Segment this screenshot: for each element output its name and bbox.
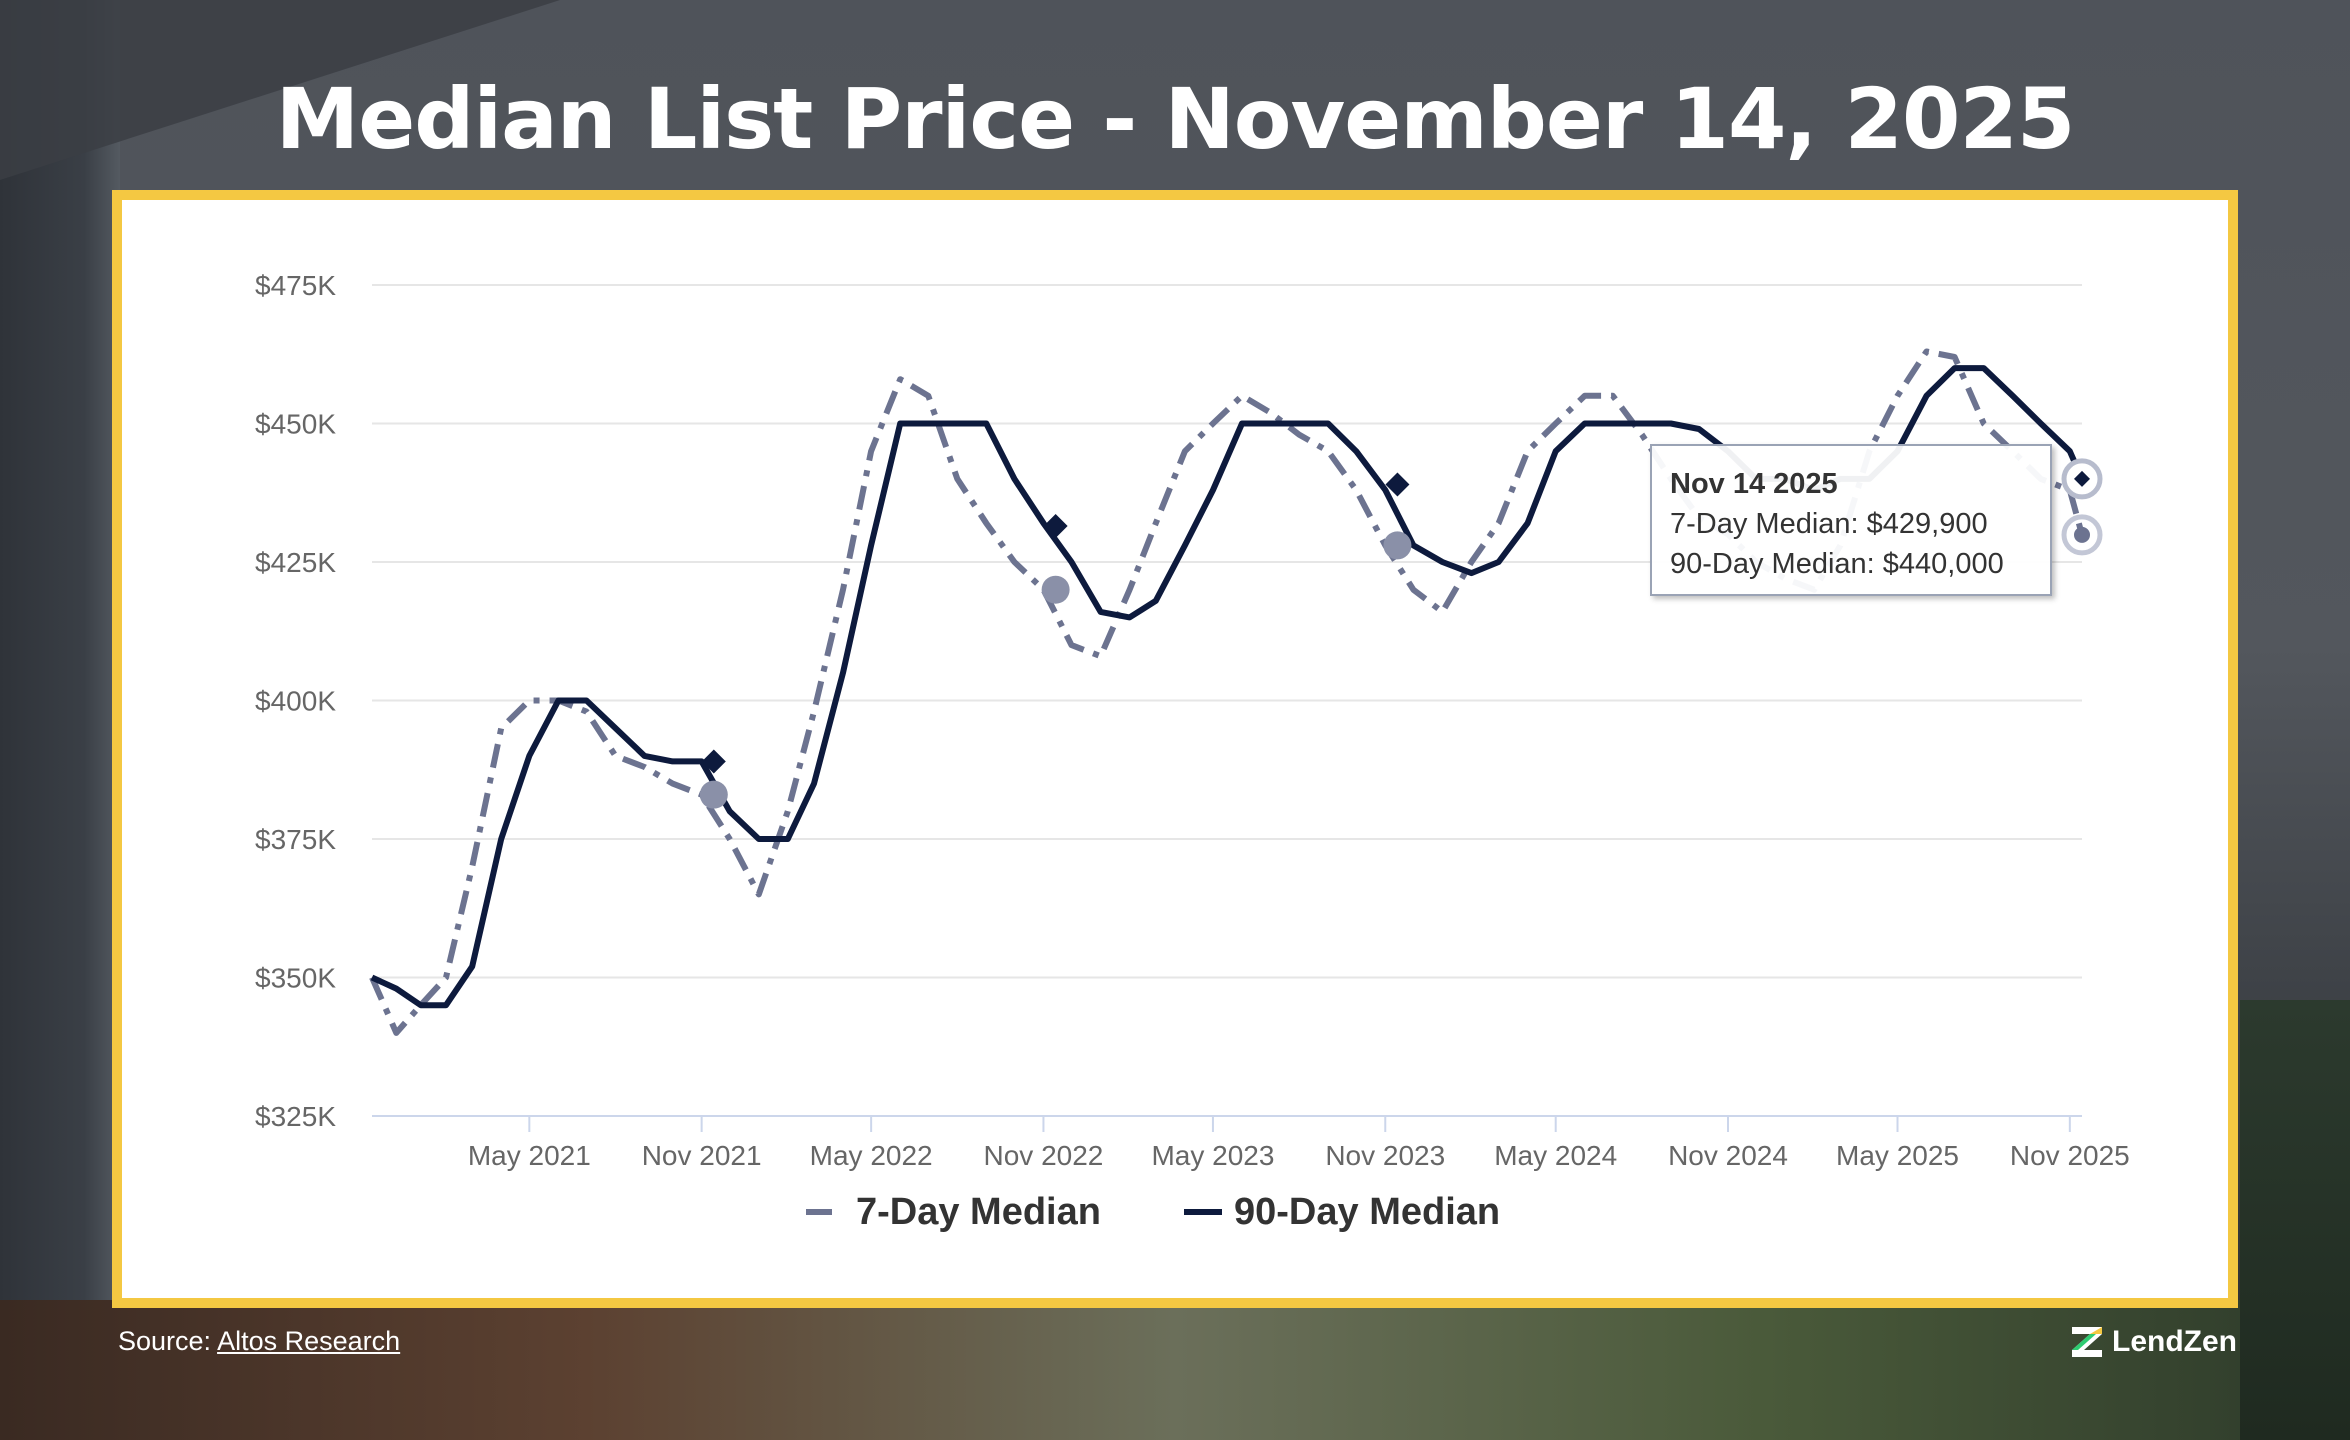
- tooltip-7day-value: 7-Day Median: $429,900: [1670, 508, 1988, 540]
- x-tick-label: Nov 2023: [1325, 1140, 1445, 1171]
- chart-panel: $325K $350K $375K $400K $425K $450K $475K May 2…: [122, 200, 2228, 1298]
- highlight-7day-point: [2074, 526, 2090, 543]
- y-tick-label: $400K: [255, 686, 336, 717]
- x-tick-label: May 2024: [1494, 1140, 1617, 1171]
- tooltip-90day-value: 90-Day Median: $440,000: [1670, 548, 2004, 580]
- highlight-90day-point: [2074, 470, 2090, 487]
- brand-logo: LendZen: [2070, 1322, 2237, 1362]
- source-link[interactable]: Altos Research: [217, 1326, 401, 1356]
- y-tick-label: $475K: [255, 270, 336, 301]
- y-tick-label: $425K: [255, 547, 336, 578]
- brand-name: LendZen: [2112, 1325, 2237, 1358]
- x-tick-label: Nov 2022: [984, 1140, 1104, 1171]
- background-trees: [2240, 1000, 2350, 1440]
- x-tick-label: May 2022: [810, 1140, 933, 1171]
- highlight-7day-halo: [2061, 514, 2103, 556]
- marker-90day-point: [1043, 513, 1068, 538]
- legend-7day-label: 7-Day Median: [856, 1191, 1101, 1233]
- background-roof: [0, 0, 560, 180]
- chart-tooltip: Nov 14 2025 7-Day Median: $429,900 90-Da…: [1650, 444, 2052, 596]
- y-tick-label: $375K: [255, 824, 336, 855]
- y-tick-label: $350K: [255, 963, 336, 994]
- lendzen-logo-icon: [2072, 1327, 2102, 1357]
- marker-7day-point: [1383, 531, 1412, 560]
- x-tick-label: Nov 2024: [1668, 1140, 1788, 1171]
- source-credit: Source: Altos Research: [118, 1326, 400, 1357]
- background-house-siding: [0, 0, 120, 1440]
- background-street: [0, 1300, 2350, 1440]
- marker-7day-point: [699, 780, 728, 809]
- x-tick-label: Nov 2021: [642, 1140, 762, 1171]
- marker-7day-point: [1041, 575, 1070, 604]
- y-tick-label: $325K: [255, 1101, 336, 1132]
- y-tick-label: $450K: [255, 409, 336, 440]
- line-chart[interactable]: $325K $350K $375K $400K $425K $450K $475K May 2…: [122, 200, 2228, 1298]
- tooltip-date: Nov 14 2025: [1670, 468, 1838, 500]
- x-tick-label: May 2025: [1836, 1140, 1959, 1171]
- marker-90day-point: [1385, 472, 1410, 497]
- legend-90day-label: 90-Day Median: [1234, 1191, 1500, 1233]
- x-tick-label: May 2023: [1151, 1140, 1274, 1171]
- source-label: Source:: [118, 1326, 212, 1356]
- x-tick-label: May 2021: [468, 1140, 591, 1171]
- page-title: Median List Price - November 14, 2025: [275, 70, 2076, 168]
- chart-frame: $325K $350K $375K $400K $425K $450K $475K May 2…: [112, 190, 2238, 1308]
- x-tick-label: Nov 2025: [2010, 1140, 2130, 1171]
- marker-90day-point: [701, 749, 726, 774]
